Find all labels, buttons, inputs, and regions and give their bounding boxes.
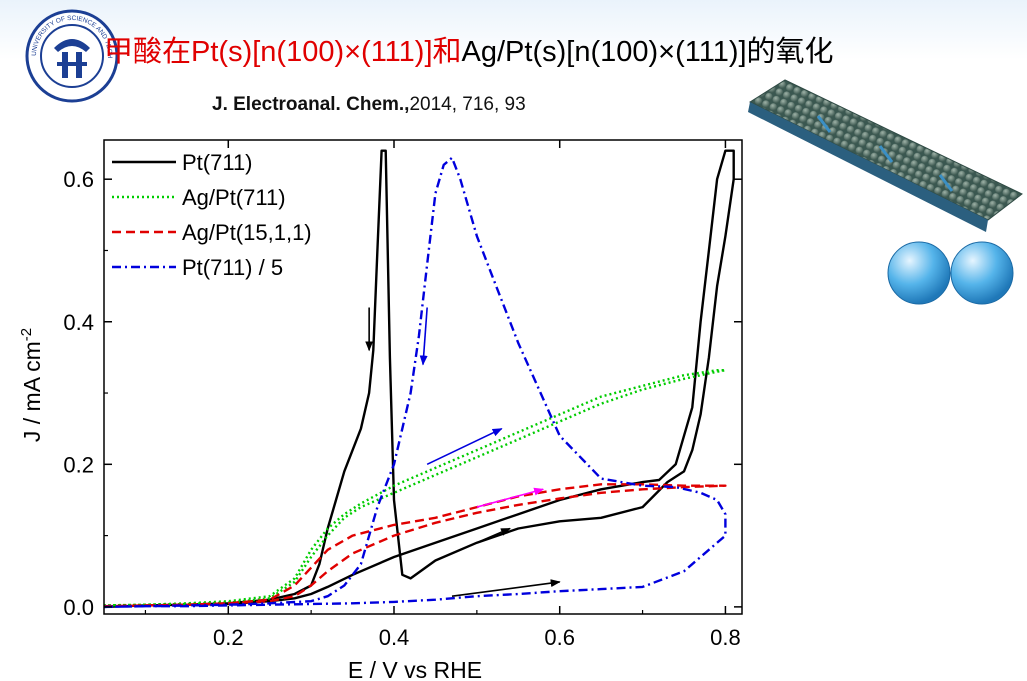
- y-tick-label: 0.0: [63, 595, 94, 620]
- y-axis-label-main: J / mA cm: [19, 341, 45, 442]
- x-tick-label: 0.6: [544, 625, 575, 650]
- series-line-ag-pt-15-1-1: [103, 483, 727, 608]
- y-axis-label: J / mA cm-2: [18, 328, 45, 442]
- plot-frame: [103, 139, 743, 615]
- plot-area: [104, 140, 742, 614]
- university-logo-icon: UNIVERSITY OF SCIENCE AND TECHNOLOGY: [24, 8, 119, 103]
- x-tick-label: 0.8: [710, 625, 741, 650]
- citation-journal: J. Electroanal. Chem.,: [212, 94, 410, 115]
- x-tick-label: 0.2: [213, 625, 244, 650]
- direction-arrow-6: [451, 579, 561, 597]
- legend-label-ag-pt-711: Ag/Pt(711): [182, 185, 286, 210]
- series-line-pt-711: [103, 149, 735, 609]
- title-part-2: Pt(s)[n(100)×(111)]: [191, 36, 433, 68]
- direction-arrow-4: [476, 487, 545, 508]
- crystal-surface-illustration: [748, 79, 1027, 312]
- slide-title: 甲酸在Pt(s)[n(100)×(111)]和Ag/Pt(s)[n(100)×(…: [104, 28, 834, 70]
- legend-label-pt-711-5: Pt(711) / 5: [182, 255, 283, 280]
- cv-chart: 0.2 0.4 0.6 0.8 0.0 0.2 0.4 0.6 Pt(711) Ag/Pt(71…: [18, 139, 743, 681]
- y-axis-label-superscript: -2: [18, 328, 35, 341]
- title-part-1: 甲酸在: [104, 36, 192, 68]
- y-tick-label: 0.6: [63, 167, 94, 192]
- x-axis-label: E / V vs RHE: [348, 657, 482, 681]
- citation-rest: 2014, 716, 93: [409, 94, 526, 115]
- x-tick-label: 0.4: [379, 625, 410, 650]
- series-line-ag-pt-711: [103, 369, 727, 607]
- direction-arrow-5: [435, 527, 511, 562]
- y-tick-label: 0.4: [63, 310, 94, 335]
- citation: J. Electroanal. Chem.,2014, 716, 93: [212, 94, 526, 116]
- legend-label-ag-pt-15-1-1: Ag/Pt(15,1,1): [182, 220, 312, 245]
- title-part-4: Ag/Pt(s)[n(100)×(111)]: [461, 36, 747, 68]
- series-line-pt-711-5: [103, 156, 727, 609]
- step-atoms: [887, 237, 1027, 312]
- legend-label-pt-711: Pt(711): [182, 150, 253, 175]
- direction-arrow-3: [426, 427, 503, 466]
- y-tick-label: 0.2: [63, 452, 94, 477]
- terrace-strip: [748, 79, 1023, 232]
- title-part-3: 和: [432, 36, 462, 68]
- title-part-5: 的氧化: [746, 36, 834, 68]
- direction-arrow-2: [419, 307, 428, 366]
